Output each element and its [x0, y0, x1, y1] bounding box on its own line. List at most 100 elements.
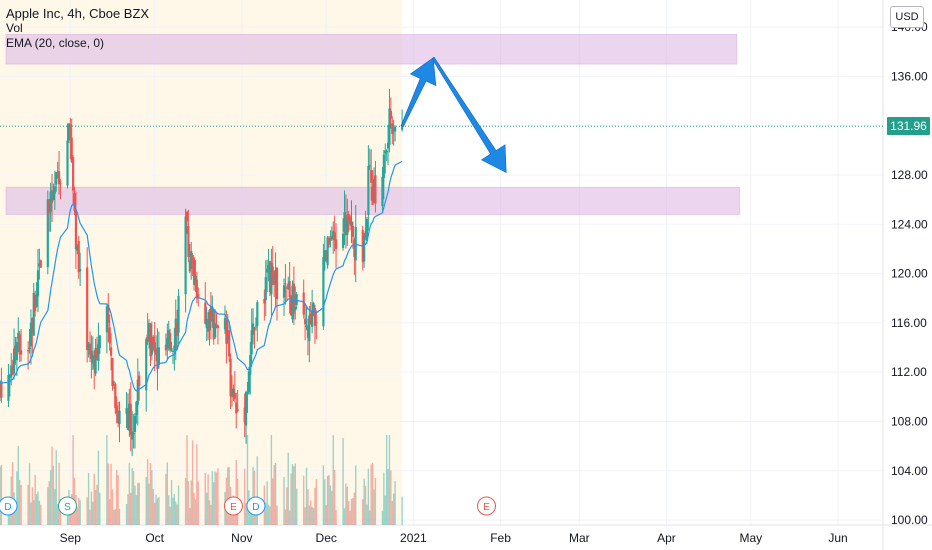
legend-vol[interactable]: Vol — [6, 21, 23, 35]
candle-body — [216, 325, 220, 329]
candle-body — [266, 268, 269, 273]
volume-bar — [153, 502, 156, 525]
volume-bar — [190, 480, 192, 525]
volume-bar — [173, 493, 176, 525]
volume-bar — [47, 487, 49, 525]
volume-bar — [11, 462, 14, 525]
volume-bar — [176, 504, 178, 525]
candle-body — [384, 150, 387, 154]
candle-body — [212, 311, 215, 340]
volume-bar — [305, 467, 308, 525]
volume-bar — [394, 481, 396, 525]
volume-bar — [191, 440, 194, 525]
candle-body — [334, 239, 338, 249]
volume-bar — [283, 477, 285, 525]
volume-bar — [387, 469, 389, 525]
x-tick-label: Dec — [316, 531, 337, 545]
volume-bar — [374, 477, 377, 525]
volume-bar — [49, 470, 52, 525]
candle-body — [367, 165, 370, 216]
candle-body — [167, 330, 170, 343]
candle-body — [344, 215, 347, 236]
candle-body — [87, 343, 90, 350]
volume-bar — [54, 489, 56, 525]
candle-body — [131, 431, 134, 440]
candle-body — [206, 322, 210, 332]
candle-body — [29, 322, 33, 347]
volume-bar — [134, 485, 136, 525]
candle-body — [56, 175, 59, 177]
candle-body — [32, 292, 35, 336]
candle-body — [154, 351, 158, 355]
event-marker-label: E — [483, 502, 490, 513]
candle-body — [184, 216, 187, 295]
volume-bar — [18, 480, 21, 525]
candle-body — [11, 368, 14, 375]
volume-bar — [34, 474, 36, 525]
candle-body — [244, 391, 248, 426]
volume-bar — [90, 491, 93, 525]
candle-body — [285, 287, 288, 289]
y-tick-label: 116.00 — [891, 316, 927, 330]
candle-body — [291, 285, 294, 320]
volume-bar — [28, 463, 31, 525]
volume-bar — [149, 463, 152, 525]
candle-body — [215, 324, 218, 326]
candle-body — [46, 199, 49, 268]
candle-body — [225, 319, 228, 344]
volume-bar — [56, 504, 59, 525]
volume-bar — [269, 506, 271, 525]
currency-button[interactable]: USD — [890, 6, 924, 28]
candle-body — [364, 231, 367, 238]
event-marker-label: S — [64, 502, 71, 513]
candle-body — [287, 283, 290, 290]
volume-bar — [314, 487, 316, 525]
candle-body — [129, 403, 132, 435]
candle-body — [132, 433, 135, 435]
volume-bar — [383, 472, 385, 525]
volume-bar — [196, 444, 198, 525]
candle-body — [185, 211, 189, 222]
candle-body — [270, 263, 273, 295]
candle-body — [228, 329, 231, 357]
last-price-badge: 131.96 — [887, 117, 930, 136]
volume-bar — [108, 499, 111, 525]
candle-body — [254, 326, 258, 328]
projection-arrows[interactable] — [400, 56, 507, 174]
volume-bar — [312, 508, 315, 525]
candle-body — [0, 381, 3, 398]
y-axis[interactable]: 140.00136.00132.00128.00124.00120.00116.… — [891, 20, 928, 527]
candle-body — [232, 388, 235, 397]
volume-bar — [211, 471, 214, 525]
volume-bar — [52, 465, 55, 525]
candle-body — [149, 323, 152, 357]
volume-bar — [184, 478, 187, 525]
volume-bar — [69, 510, 72, 525]
volume-bar — [311, 506, 313, 525]
volume-bar — [267, 504, 270, 525]
event-marker-label: D — [252, 502, 259, 513]
volume-bar — [303, 475, 305, 525]
volume-bar — [177, 485, 180, 525]
volume-bar — [207, 474, 209, 525]
volume-bar — [390, 470, 392, 525]
legend-title[interactable]: Apple Inc, 4h, Cboe BZX — [6, 6, 150, 21]
candle-body — [246, 392, 249, 394]
candle-body — [173, 345, 176, 351]
candle-body — [114, 383, 117, 409]
event-marker-earnings — [223, 496, 243, 516]
volume-bar — [17, 446, 19, 525]
x-axis[interactable]: Sep Oct Nov Dec 2021 Feb Mar Apr May Jun — [60, 531, 848, 545]
volume-bar — [189, 508, 191, 525]
volume-bar — [324, 479, 326, 525]
volume-bar — [370, 464, 372, 525]
volume-bar — [245, 502, 247, 525]
candle-body — [267, 264, 270, 269]
candle-body — [229, 358, 232, 397]
volume-bar — [276, 505, 278, 525]
candle-body — [343, 212, 346, 232]
volume-bar — [35, 494, 38, 525]
legend-ema[interactable]: EMA (20, close, 0) — [6, 36, 105, 50]
